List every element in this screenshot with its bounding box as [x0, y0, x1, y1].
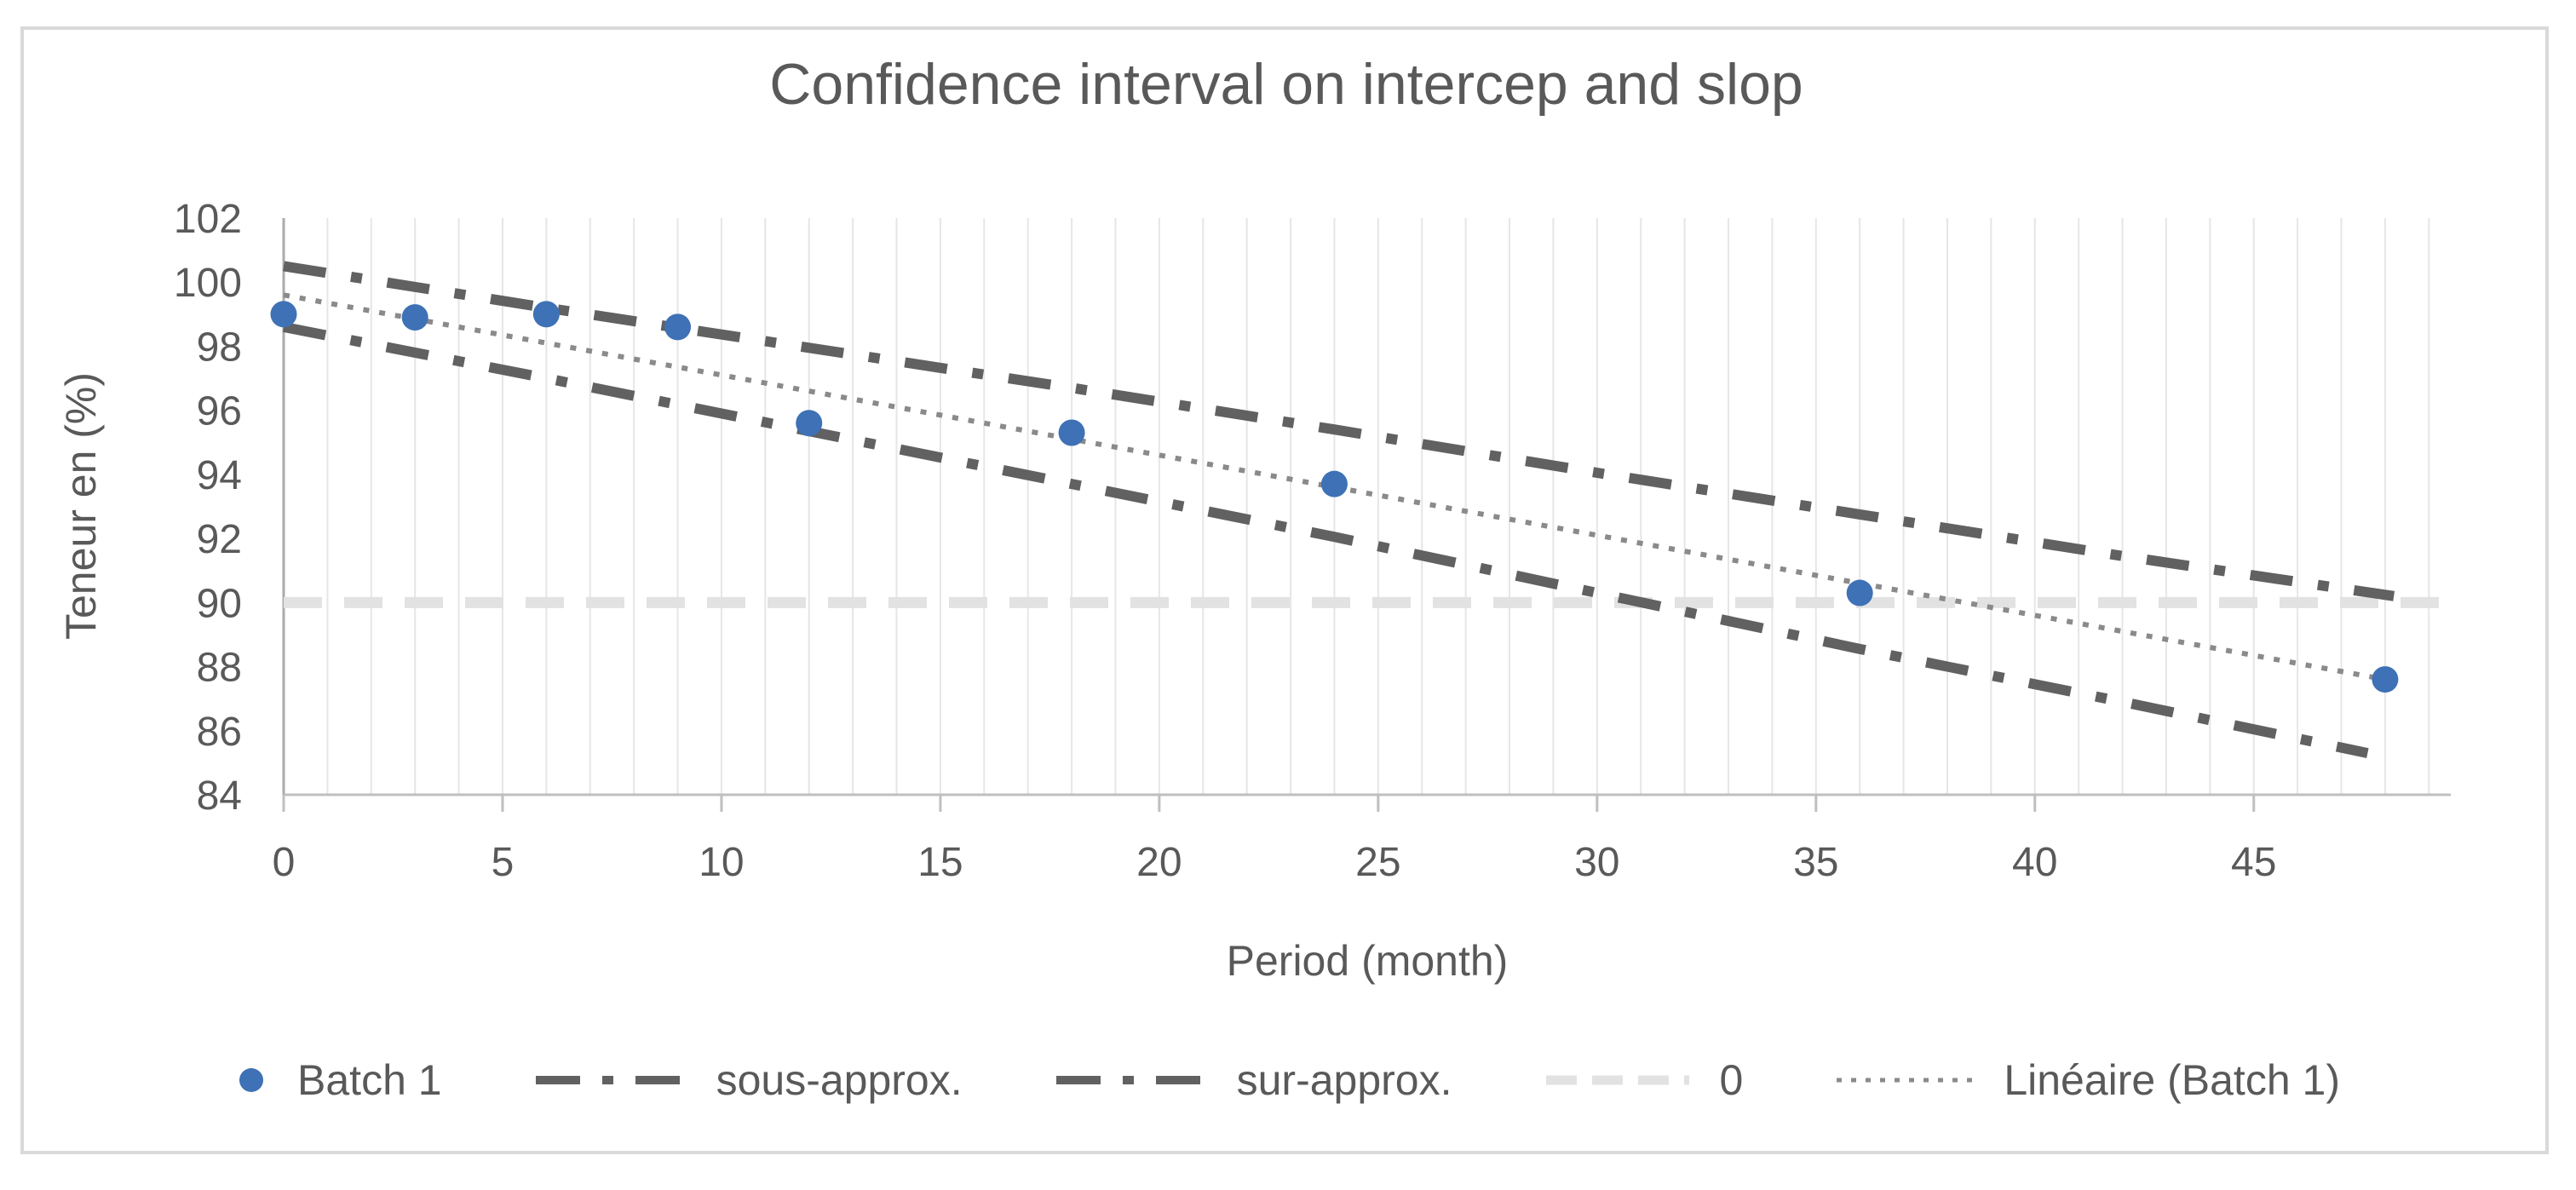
- y-tick-label: 88: [197, 646, 242, 691]
- x-tick-label: 40: [2012, 840, 2057, 885]
- x-tick-label: 25: [1355, 840, 1400, 885]
- series-sous-approx: [282, 321, 2369, 758]
- x-tick-label: 15: [917, 840, 963, 885]
- series-line: [282, 321, 2369, 758]
- y-tick-label: 102: [174, 197, 242, 242]
- data-point: [401, 304, 428, 331]
- data-point: [1846, 579, 1873, 606]
- legend-label: Linéaire (Batch 1): [2004, 1056, 2340, 1104]
- legend-dot-marker: [239, 1068, 264, 1092]
- tick-labels: 0 5 10 15 20 25 30 35 40 45 102 100 98 96 94 92 90 88 86 84: [174, 197, 2277, 885]
- y-tick-label: 90: [197, 581, 242, 626]
- legend-item-0[interactable]: 0: [1545, 1055, 1744, 1105]
- legend-item-lin-aire-batch-1[interactable]: Linéaire (Batch 1): [1837, 1055, 2340, 1105]
- legend-label: sous-approx.: [716, 1056, 963, 1104]
- x-tick-label: 0: [273, 840, 296, 885]
- x-tick-label: 5: [492, 840, 515, 885]
- data-point: [2372, 666, 2399, 693]
- y-tick-label: 84: [197, 773, 242, 819]
- x-tick-label: 35: [1793, 840, 1838, 885]
- data-point: [1058, 419, 1085, 446]
- x-tick-label: 45: [2231, 840, 2276, 885]
- y-axis-title: Teneur en (%): [57, 372, 105, 640]
- x-tick-label: 30: [1574, 840, 1619, 885]
- legend-item-sur-approx[interactable]: sur-approx.: [1055, 1055, 1452, 1105]
- legend-item-sous-approx[interactable]: sous-approx.: [535, 1055, 963, 1105]
- x-axis-title: Period (month): [1227, 937, 1509, 985]
- legend-label: sur-approx.: [1236, 1056, 1452, 1104]
- data-point: [270, 301, 297, 328]
- y-tick-label: 86: [197, 710, 242, 755]
- data-point: [532, 301, 560, 328]
- series-sur-approx: [283, 261, 2395, 601]
- legend-item-batch-1[interactable]: Batch 1: [236, 1055, 442, 1105]
- data-point: [664, 313, 692, 341]
- y-tick-label: 100: [174, 261, 242, 306]
- series-layer: [270, 261, 2447, 758]
- data-point: [796, 410, 823, 437]
- gridlines: [326, 218, 2430, 795]
- y-tick-label: 98: [197, 325, 242, 370]
- series-line: [283, 261, 2395, 601]
- chart-title: Confidence interval on intercep and slop: [769, 52, 1803, 117]
- legend: Batch 1 sous-approx. sur-approx. 0 Linéaire …: [0, 1046, 2576, 1114]
- y-tick-label: 94: [197, 453, 242, 498]
- y-tick-label: 96: [197, 389, 242, 434]
- x-tick-label: 20: [1136, 840, 1182, 885]
- axes: [282, 218, 2451, 812]
- data-point: [1320, 470, 1348, 497]
- legend-label: 0: [1719, 1056, 1744, 1104]
- series-batch-1: [270, 301, 2399, 693]
- y-tick-label: 92: [197, 517, 242, 562]
- legend-label: Batch 1: [297, 1056, 442, 1104]
- x-tick-label: 10: [699, 840, 744, 885]
